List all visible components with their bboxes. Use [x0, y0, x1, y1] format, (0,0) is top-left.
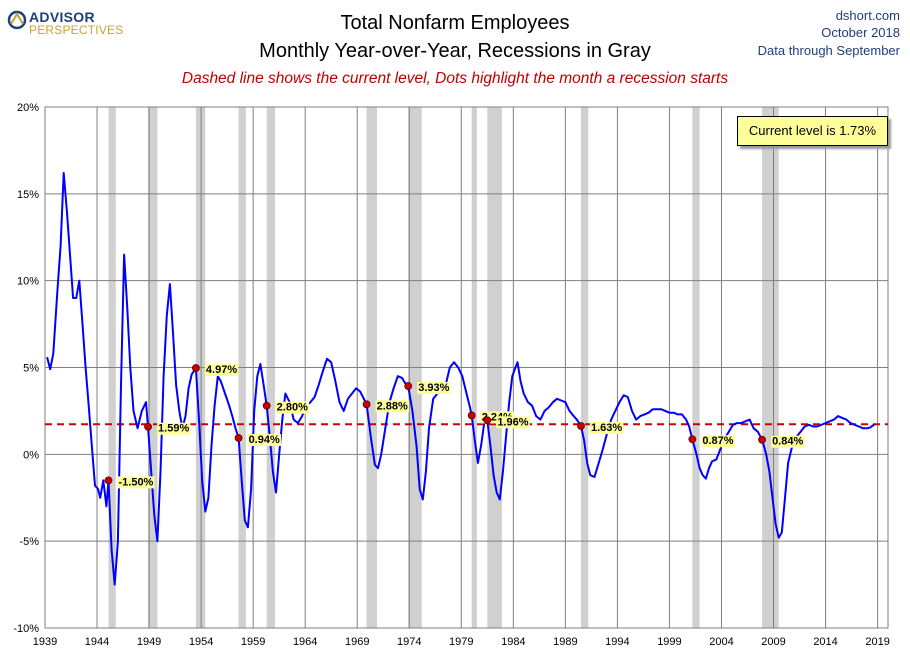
- x-tick-label: 2009: [761, 636, 785, 648]
- recession-start-dot: [144, 422, 152, 431]
- date-label: October 2018: [821, 25, 900, 40]
- x-tick-label: 1989: [553, 636, 577, 648]
- recession-start-label-bg: [157, 422, 191, 435]
- chart-title: Total Nonfarm Employees: [340, 12, 570, 34]
- y-tick-label: -5%: [19, 536, 39, 548]
- x-tick-label: 1954: [189, 636, 213, 648]
- recession-start-dot: [467, 411, 476, 420]
- logo-text-bottom: PERSPECTIVES: [29, 23, 124, 37]
- recession-start-label-bg: [117, 476, 155, 489]
- chart-subtitle: Monthly Year-over-Year, Recessions in Gr…: [259, 40, 651, 62]
- recession-start-dot: [688, 435, 697, 444]
- recession-start-dot: [404, 382, 413, 390]
- recession-start-label-bg: [589, 422, 624, 435]
- x-tick-label: 2014: [813, 636, 837, 648]
- x-tick-label: 2019: [865, 636, 889, 648]
- x-tick-label: 1964: [293, 636, 317, 648]
- y-tick-label: -10%: [13, 623, 39, 635]
- x-tick-label: 1949: [137, 636, 161, 648]
- current-level-box: Current level is 1.73%: [737, 116, 888, 146]
- recession-start-label: 4.97%: [206, 364, 237, 376]
- y-tick-label: 5%: [23, 363, 39, 375]
- recession-start-label: 1.63%: [591, 422, 622, 434]
- recession-start-label: 1.59%: [158, 423, 189, 435]
- recession-start-label-bg: [204, 364, 239, 377]
- x-tick-label: 1939: [33, 636, 57, 648]
- logo-text-top: ADVISOR: [29, 9, 95, 25]
- recession-start-label: -1.50%: [118, 476, 153, 488]
- recession-start-dot: [104, 476, 113, 485]
- recession-start-dot: [758, 435, 766, 444]
- advisor-perspectives-logo: ADVISOR PERSPECTIVES: [7, 8, 137, 38]
- recession-start-label-bg: [375, 400, 409, 413]
- recession-start-label: 1.96%: [497, 416, 528, 428]
- x-tick-label: 1974: [397, 636, 421, 648]
- recession-start-dot: [234, 434, 243, 442]
- recession-start-label: 0.94%: [249, 434, 280, 446]
- x-tick-label: 1944: [85, 636, 109, 648]
- x-tick-label: 1959: [241, 636, 265, 648]
- logo-mark-icon: [7, 10, 27, 30]
- recession-start-dot: [262, 401, 271, 410]
- x-tick-label: 1999: [657, 636, 681, 648]
- recession-start-dot: [483, 416, 492, 425]
- recession-start-label-bg: [701, 435, 735, 448]
- x-tick-label: 2004: [709, 636, 733, 648]
- x-tick-label: 1984: [501, 636, 525, 648]
- recession-start-label: 2.88%: [377, 400, 408, 412]
- recession-start-label-bg: [247, 434, 281, 447]
- plot-frame: [44, 106, 889, 629]
- recession-start-label: 3.93%: [418, 382, 449, 394]
- recession-start-label: 0.87%: [702, 435, 733, 447]
- recession-start-label-bg: [496, 416, 530, 429]
- chart-note: Dashed line shows the current level, Dot…: [181, 70, 729, 87]
- x-tick-label: 1994: [605, 636, 629, 648]
- x-tick-label: 1969: [345, 636, 369, 648]
- data-through-label: Data through September: [757, 43, 900, 58]
- y-tick-label: 15%: [17, 189, 39, 201]
- y-tick-label: 20%: [17, 102, 39, 114]
- recession-start-dot: [362, 400, 371, 409]
- x-tick-label: 1979: [449, 636, 473, 648]
- recession-start-dot: [192, 364, 200, 372]
- recession-start-label-bg: [771, 435, 805, 448]
- recession-start-label-bg: [417, 382, 451, 395]
- recession-start-label-bg: [275, 401, 310, 414]
- y-tick-label: 0%: [23, 449, 39, 461]
- recession-start-label: 2.80%: [277, 402, 308, 414]
- source-label: dshort.com: [835, 8, 900, 23]
- y-tick-label: 10%: [17, 276, 39, 288]
- recession-start-label: 0.84%: [772, 436, 803, 448]
- recession-start-dot: [577, 422, 585, 430]
